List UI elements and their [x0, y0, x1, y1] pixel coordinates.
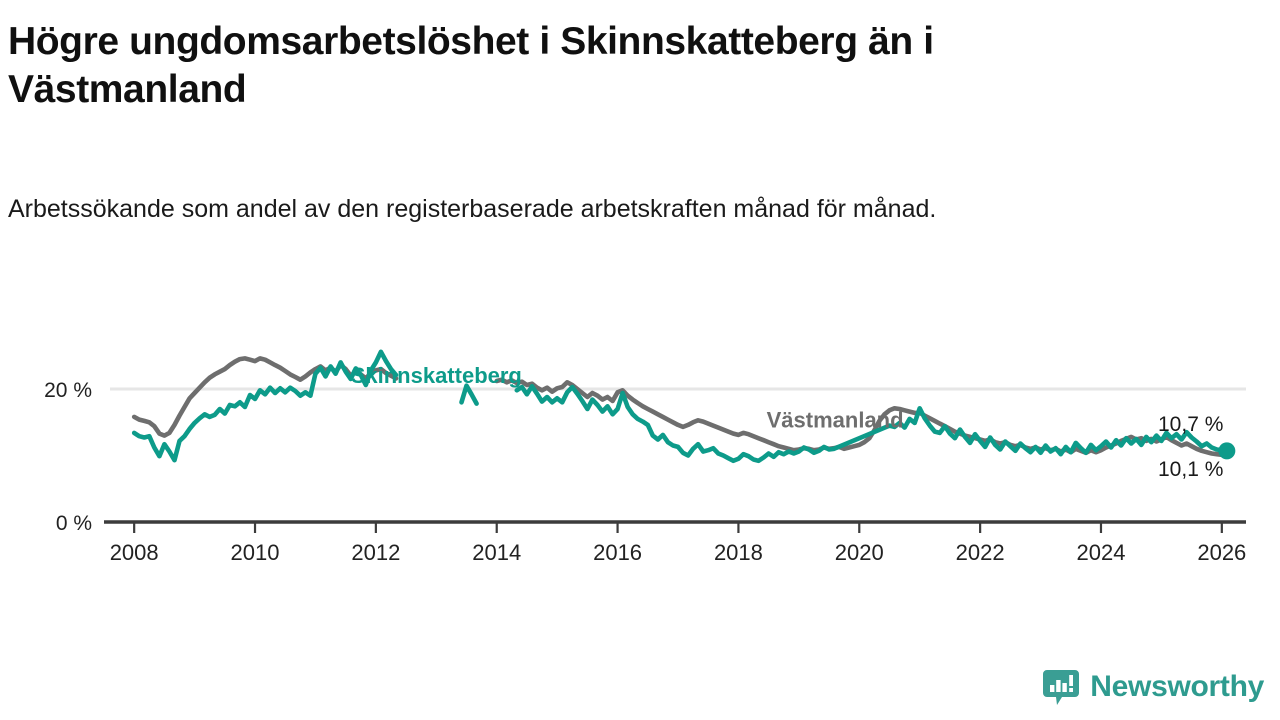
newsworthy-logo-text: Newsworthy — [1090, 670, 1264, 703]
x-axis-tick-2024: 2024 — [1077, 540, 1126, 565]
x-axis-tick-2026: 2026 — [1197, 540, 1246, 565]
x-axis-tick-2018: 2018 — [714, 540, 763, 565]
page-subtitle: Arbetssökande som andel av den registerb… — [8, 195, 937, 223]
data-series — [131, 349, 1236, 464]
chart-container: 0 % 20 % 2008 2010 2012 2014 2016 2018 2020 2022… — [0, 300, 1280, 580]
chart-annotations: Skinnskatteberg Västmanland 10,7 % 10,1 % — [351, 363, 1224, 481]
series-line-västmanland — [494, 377, 1230, 458]
y-axis-tick-labels: 0 % 20 % — [44, 379, 92, 535]
y-axis-tick-0: 0 % — [56, 512, 92, 535]
x-axis-tick-2010: 2010 — [231, 540, 280, 565]
x-axis-tick-2020: 2020 — [835, 540, 884, 565]
series-label-skinnskatteberg: Skinnskatteberg — [351, 363, 522, 388]
series-line-skinnskatteberg — [131, 349, 399, 463]
x-axis-tick-2012: 2012 — [351, 540, 400, 565]
newsworthy-bars-bubble-icon — [1042, 668, 1080, 706]
page-title: Högre ungdomsarbetslöshet i Skinnskatteb… — [8, 20, 934, 111]
end-value-skinnskatteberg: 10,7 % — [1158, 413, 1223, 436]
newsworthy-branding: Newsworthy — [1042, 668, 1264, 706]
end-point-marker-skinnskatteberg — [1218, 442, 1236, 460]
line-chart: 0 % 20 % 2008 2010 2012 2014 2016 2018 2020 2022… — [44, 349, 1247, 565]
x-axis-tick-2014: 2014 — [472, 540, 521, 565]
series-line-skinnskatteberg — [514, 384, 1230, 464]
x-axis-tick-2016: 2016 — [593, 540, 642, 565]
y-axis-tick-20: 20 % — [44, 379, 92, 402]
x-axis-tick-2022: 2022 — [956, 540, 1005, 565]
end-value-vastmanland: 10,1 % — [1158, 458, 1223, 481]
series-label-vastmanland: Västmanland — [767, 408, 904, 433]
x-axis-tick-2008: 2008 — [110, 540, 159, 565]
series-line-skinnskatteberg — [459, 383, 479, 406]
header: Högre ungdomsarbetslöshet i Skinnskatteb… — [8, 18, 1188, 113]
x-axis-tick-labels: 2008 2010 2012 2014 2016 2018 2020 2022 2024 2026 — [110, 540, 1247, 565]
x-axis — [104, 520, 1246, 533]
